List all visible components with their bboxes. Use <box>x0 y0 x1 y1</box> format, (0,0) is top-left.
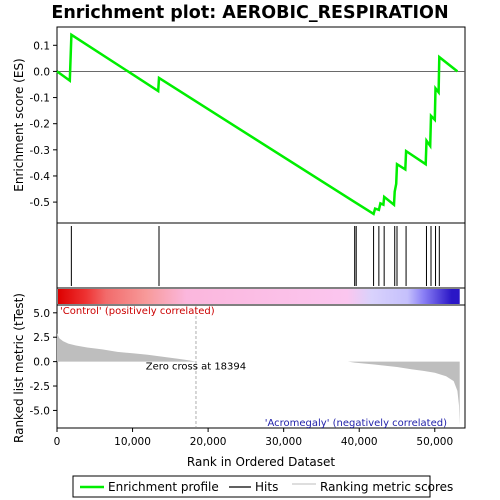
metric-y-ticks: 5.0 2.5 0.0 -2.5 -5.0 <box>30 308 57 417</box>
ranking-metric-area <box>57 333 460 426</box>
metric-y-tick-label: 5.0 <box>33 308 50 320</box>
es-y-tick-label: -0.2 <box>30 119 51 131</box>
x-tick-label: 50,000 <box>416 436 453 448</box>
x-axis-ticks: 0 10,000 20,000 30,000 40,000 50,000 <box>54 428 453 448</box>
es-y-tick-label: 0.0 <box>33 66 50 78</box>
chart-title: Enrichment plot: AEROBIC_RESPIRATION <box>51 3 448 23</box>
legend-metric-label: Ranking metric scores <box>320 480 453 494</box>
metric-y-tick-label: -2.5 <box>30 381 51 393</box>
es-y-tick-label: -0.5 <box>30 197 51 209</box>
metric-y-tick-label: 0.0 <box>33 357 50 369</box>
x-tick-label: 10,000 <box>114 436 151 448</box>
x-axis-label: Rank in Ordered Dataset <box>187 455 335 469</box>
x-tick-label: 40,000 <box>341 436 378 448</box>
negative-label: 'Acromegaly' (negatively correlated) <box>265 418 447 429</box>
positive-label: 'Control' (positively correlated) <box>60 306 215 317</box>
metric-y-tick-label: -5.0 <box>30 405 51 417</box>
legend: Enrichment profile Hits Ranking metric s… <box>72 475 453 498</box>
hit-lines <box>70 226 440 286</box>
es-y-tick-label: -0.3 <box>30 145 51 157</box>
hits-panel-frame <box>56 222 466 289</box>
x-tick-label: 0 <box>54 436 61 448</box>
es-panel-frame <box>56 26 466 224</box>
hits-panel <box>56 222 466 289</box>
zero-cross-label: Zero cross at 18394 <box>146 362 246 373</box>
es-y-tick-label: -0.1 <box>30 93 51 105</box>
enrichment-profile-line <box>56 32 459 216</box>
rank-colorbar <box>56 287 466 306</box>
colorbar-gradient <box>58 289 460 304</box>
legend-frame <box>72 475 431 498</box>
es-y-tick-label: -0.4 <box>30 171 51 183</box>
x-tick-label: 30,000 <box>265 436 302 448</box>
es-panel: 0.1 0.0 -0.1 -0.2 -0.3 -0.4 -0.5 Enrichment sc… <box>12 26 466 224</box>
legend-enrichment-label: Enrichment profile <box>108 480 219 494</box>
x-tick-label: 20,000 <box>190 436 227 448</box>
es-y-tick-label: 0.1 <box>33 40 50 52</box>
metric-y-axis-label: Ranked list metric (tTest) <box>12 293 26 443</box>
es-y-axis-label: Enrichment score (ES) <box>12 58 26 191</box>
metric-y-tick-label: 2.5 <box>33 332 50 344</box>
metric-panel: 5.0 2.5 0.0 -2.5 -5.0 'Control' (positively … <box>12 293 466 443</box>
legend-hits-label: Hits <box>255 480 278 494</box>
es-y-ticks: 0.1 0.0 -0.1 -0.2 -0.3 -0.4 -0.5 <box>30 40 57 209</box>
